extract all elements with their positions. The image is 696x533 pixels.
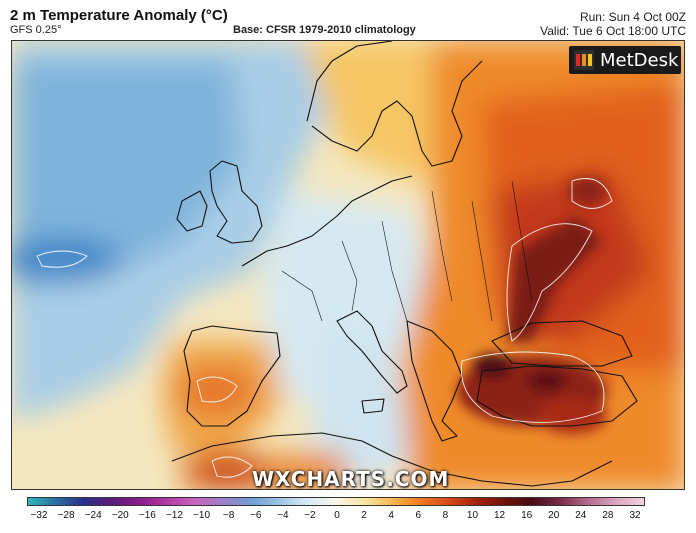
legend-tick-label: 8: [442, 510, 449, 521]
metdesk-logo: MetDesk: [569, 46, 681, 74]
map-canvas: [12, 41, 684, 489]
legend-tick-label: 0: [334, 510, 340, 521]
legend-tick-label: −28: [57, 510, 75, 521]
wxcharts-watermark: WXCHARTS.COM: [252, 467, 450, 490]
legend-tick-label: 20: [548, 510, 560, 521]
valid-time-label: Valid: Tue 6 Oct 18:00 UTC: [540, 24, 686, 38]
legend-tick-label: −4: [277, 510, 289, 521]
legend-tick-label: 24: [575, 510, 587, 521]
map-title: 2 m Temperature Anomaly (°C): [10, 7, 228, 24]
legend-tick-label: −32: [30, 510, 48, 521]
legend-tick-label: −6: [250, 510, 262, 521]
legend-tick-label: −2: [304, 510, 316, 521]
model-label: GFS 0.25°: [10, 24, 62, 36]
header: 2 m Temperature Anomaly (°C) GFS 0.25° B…: [0, 0, 696, 40]
metdesk-logo-text: MetDesk: [600, 49, 679, 71]
legend-tick-label: −12: [165, 510, 183, 521]
legend-tick-label: −10: [193, 510, 211, 521]
legend-tick-label: 6: [415, 510, 422, 521]
temperature-anomaly-map: MetDesk WXCHARTS.COM: [11, 40, 685, 490]
legend-tick-label: −16: [138, 510, 156, 521]
legend-tick-label: 12: [493, 510, 506, 521]
coastlines: [171, 41, 638, 487]
color-bar: [27, 497, 645, 506]
anomaly-contours: [36, 178, 613, 478]
legend-tick-label: −20: [111, 510, 129, 521]
legend-tick-label: 2: [361, 510, 367, 521]
legend-tick-label: −24: [84, 510, 102, 521]
legend-tick-label: −8: [222, 510, 235, 521]
legend-tick-label: 10: [466, 510, 479, 521]
metdesk-logo-icon: [574, 50, 594, 70]
run-time-label: Run: Sun 4 Oct 00Z: [579, 10, 686, 24]
legend-tick-label: 4: [388, 510, 394, 521]
legend-tick-label: 28: [602, 510, 614, 521]
base-climatology-label: Base: CFSR 1979-2010 climatology: [233, 24, 416, 36]
legend-tick-label: 32: [629, 510, 641, 521]
color-legend: −32 −28 −24 −20 −16 −12 −10 −8 −6 −4 −2 0 2 4 6 8 10 12 16…: [13, 495, 683, 533]
legend-tick-label: 16: [521, 510, 533, 521]
